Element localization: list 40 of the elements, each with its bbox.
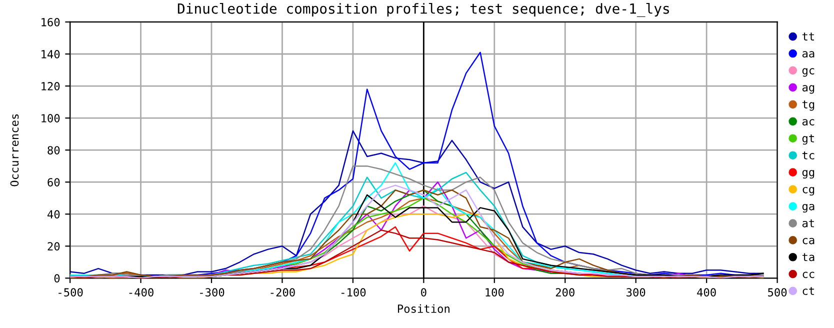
x-tick-label: -400 [129, 288, 154, 297]
y-tick-label: 120 [42, 82, 60, 90]
legend-label: tc [802, 151, 814, 160]
x-tick-label: 400 [697, 288, 716, 297]
x-tick-label: -100 [342, 288, 366, 297]
chart-title: Dinucleotide composition profiles; test sequence; dve-1_lys [178, 3, 669, 17]
legend-label: at [802, 219, 814, 228]
x-tick-label: 100 [486, 288, 504, 297]
legend-label: tt [802, 32, 814, 40]
legend-label: ca [802, 238, 814, 244]
legend-label: ac [802, 119, 814, 126]
legend-label: tg [802, 100, 814, 111]
x-axis-title: Position [398, 304, 450, 313]
legend-label: gg [802, 170, 814, 179]
x-tick-label: 200 [556, 288, 574, 297]
x-tick-label: -200 [270, 288, 295, 297]
legend-label: ga [802, 204, 814, 213]
legend-label: ct [802, 287, 814, 296]
line-series [70, 130, 764, 276]
y-tick-label: 80 [48, 146, 60, 154]
legend-label: aa [802, 51, 814, 58]
legend-label: cc [802, 272, 814, 278]
y-tick-label: 0 [54, 274, 60, 283]
y-tick-label: 20 [48, 242, 60, 251]
legend-label: cg [802, 186, 814, 196]
x-tick-label: 0 [421, 288, 426, 297]
legend-label: gt [802, 134, 814, 145]
y-tick-label: 40 [48, 210, 60, 219]
y-axis-title: Occurrences [10, 114, 19, 186]
legend-label: ag [802, 85, 814, 94]
x-tick-label: -300 [200, 288, 224, 297]
legend-label: gc [802, 68, 814, 77]
y-tick-label: 60 [48, 178, 60, 186]
x-tick-label: 500 [768, 288, 787, 297]
legend-label: ta [802, 253, 814, 262]
y-tick-label: 160 [42, 18, 60, 26]
x-tick-label: -500 [58, 288, 83, 297]
x-tick-label: 300 [626, 288, 646, 297]
y-tick-label: 140 [42, 50, 60, 58]
y-tick-label: 100 [42, 114, 60, 122]
